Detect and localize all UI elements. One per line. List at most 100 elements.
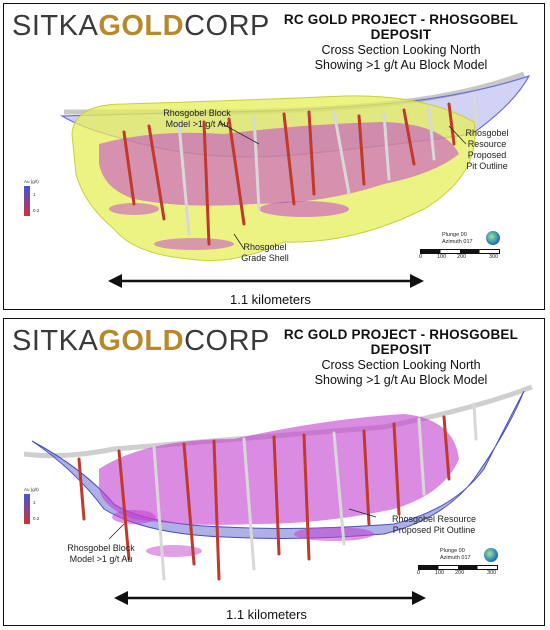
legend-color-bar bbox=[24, 494, 30, 524]
drill-hole bbox=[442, 415, 451, 481]
drill-hole bbox=[302, 433, 311, 561]
scale-bar: Plunge 00 Azimuth 017 0 100 200 300 bbox=[419, 232, 510, 262]
drill-hole bbox=[447, 102, 456, 146]
scale-tick: 200 bbox=[455, 570, 465, 576]
leader-line bbox=[233, 233, 245, 250]
logo-word-1: SITKA bbox=[12, 325, 99, 357]
sitka-gold-corp-logo: SITKAGOLDCORP bbox=[12, 325, 270, 358]
drill-hole bbox=[202, 120, 211, 246]
drill-hole bbox=[472, 92, 478, 126]
au-grade-legend: Au (g/t) 1 0.2 bbox=[24, 179, 48, 218]
distance-arrow-right-head bbox=[412, 591, 426, 605]
cross-section-image bbox=[59, 71, 531, 288]
scale-tick: 300 bbox=[487, 570, 497, 576]
scale-bar-graphic bbox=[420, 249, 500, 254]
block-model-lens bbox=[259, 201, 349, 217]
block-model-shape bbox=[99, 122, 459, 206]
drill-hole bbox=[472, 402, 478, 441]
drill-hole bbox=[77, 457, 86, 521]
azimuth-label: Azimuth 017 bbox=[440, 555, 471, 561]
plunge-label: Plunge 00 bbox=[440, 548, 465, 554]
logo-word-3: CORP bbox=[184, 10, 270, 42]
panel-title: RC GOLD PROJECT - RHOSGOBEL DEPOSIT bbox=[283, 12, 519, 42]
drill-hole bbox=[147, 124, 166, 221]
drill-holes bbox=[122, 92, 478, 246]
legend-value-high: 1 bbox=[33, 192, 36, 197]
legend-value-high: 1 bbox=[33, 500, 36, 505]
label-block-model: Rhosgobel Block Model >1 g/t Au bbox=[67, 543, 135, 564]
drill-hole bbox=[212, 439, 221, 581]
scale-tick: 300 bbox=[489, 254, 499, 260]
panel-subtitle-2: Showing >1 g/t Au Block Model bbox=[314, 58, 488, 72]
drill-hole bbox=[117, 449, 131, 561]
logo-word-2: GOLD bbox=[98, 325, 185, 357]
leader-line bbox=[108, 523, 125, 540]
block-model-lens bbox=[109, 203, 159, 215]
drill-holes bbox=[77, 402, 478, 581]
azimuth-label: Azimuth 017 bbox=[442, 239, 473, 245]
drill-hole bbox=[392, 422, 401, 516]
block-model-lens bbox=[154, 238, 234, 250]
scale-bar-graphic bbox=[418, 565, 498, 570]
drill-hole bbox=[382, 112, 391, 181]
au-grade-legend: Au (g/t) 1 0.2 bbox=[24, 487, 48, 526]
label-pit-outline: Rhosgobel Resource Proposed Pit Outline bbox=[465, 128, 509, 171]
leader-line bbox=[348, 508, 377, 518]
scale-tick: 0 bbox=[419, 254, 423, 260]
panel-title: RC GOLD PROJECT - RHOSGOBEL DEPOSIT bbox=[283, 327, 519, 357]
scale-tick: 100 bbox=[437, 254, 447, 260]
block-model-shape bbox=[99, 414, 459, 525]
compass-globe-icon bbox=[486, 231, 500, 245]
distance-arrow-right-head bbox=[410, 274, 424, 288]
logo-word-3: CORP bbox=[184, 325, 270, 357]
drill-hole bbox=[152, 445, 166, 581]
drill-hole bbox=[332, 431, 346, 546]
drill-hole bbox=[427, 106, 436, 161]
scale-tick: 200 bbox=[457, 254, 467, 260]
drill-hole bbox=[357, 114, 366, 186]
block-model-lens bbox=[112, 510, 156, 524]
panel-subtitle-1: Cross Section Looking North bbox=[321, 358, 481, 372]
label-pit-outline: Rhosgobel Resource Proposed Pit Outline bbox=[391, 514, 477, 535]
panel-subtitle-1: Cross Section Looking North bbox=[321, 43, 481, 57]
block-model-lens bbox=[294, 527, 374, 541]
drill-hole bbox=[177, 122, 191, 236]
drill-hole bbox=[242, 437, 256, 571]
distance-arrow-left-head bbox=[114, 591, 128, 605]
leader-line bbox=[218, 121, 260, 145]
drill-hole bbox=[272, 435, 281, 556]
sitka-gold-corp-logo: SITKAGOLDCORP bbox=[12, 10, 270, 43]
drill-hole bbox=[227, 117, 246, 226]
scale-bar: Plunge 00 Azimuth 017 0 100 200 300 bbox=[417, 548, 508, 578]
drill-hole bbox=[252, 114, 261, 211]
distance-label: 1.1 kilometers bbox=[230, 292, 311, 307]
drill-hole bbox=[417, 417, 426, 496]
panel-subtitle-2: Showing >1 g/t Au Block Model bbox=[314, 373, 488, 387]
legend-title: Au (g/t) bbox=[24, 487, 39, 492]
logo-word-2: GOLD bbox=[98, 10, 185, 42]
distance-arrow-left-head bbox=[108, 274, 122, 288]
drill-hole bbox=[282, 112, 296, 206]
compass-globe-icon bbox=[484, 548, 498, 562]
drill-hole bbox=[122, 130, 136, 206]
logo-word-1: SITKA bbox=[12, 10, 99, 42]
figure-panel-grade-shell: SITKAGOLDCORP RC GOLD PROJECT - RHOSGOBE… bbox=[3, 3, 545, 310]
panel-heading: RC GOLD PROJECT - RHOSGOBEL DEPOSIT Cros… bbox=[266, 327, 536, 387]
scale-tick: 100 bbox=[435, 570, 445, 576]
legend-value-low: 0.2 bbox=[33, 516, 40, 521]
legend-color-bar bbox=[24, 186, 30, 216]
distance-label: 1.1 kilometers bbox=[226, 607, 307, 622]
leader-line bbox=[448, 125, 467, 145]
drill-hole bbox=[332, 110, 351, 196]
drill-hole bbox=[362, 429, 371, 526]
drill-hole bbox=[307, 110, 316, 196]
cross-section-image bbox=[23, 384, 533, 605]
figure-panel-pit-outline: SITKAGOLDCORP RC GOLD PROJECT - RHOSGOBE… bbox=[3, 318, 545, 626]
legend-title: Au (g/t) bbox=[24, 179, 39, 184]
plunge-label: Plunge 00 bbox=[442, 232, 467, 238]
drill-hole bbox=[182, 442, 196, 566]
panel-heading: RC GOLD PROJECT - RHOSGOBEL DEPOSIT Cros… bbox=[266, 12, 536, 72]
block-model-lens bbox=[146, 545, 202, 557]
drill-hole bbox=[402, 108, 416, 166]
legend-value-low: 0.2 bbox=[33, 208, 40, 213]
